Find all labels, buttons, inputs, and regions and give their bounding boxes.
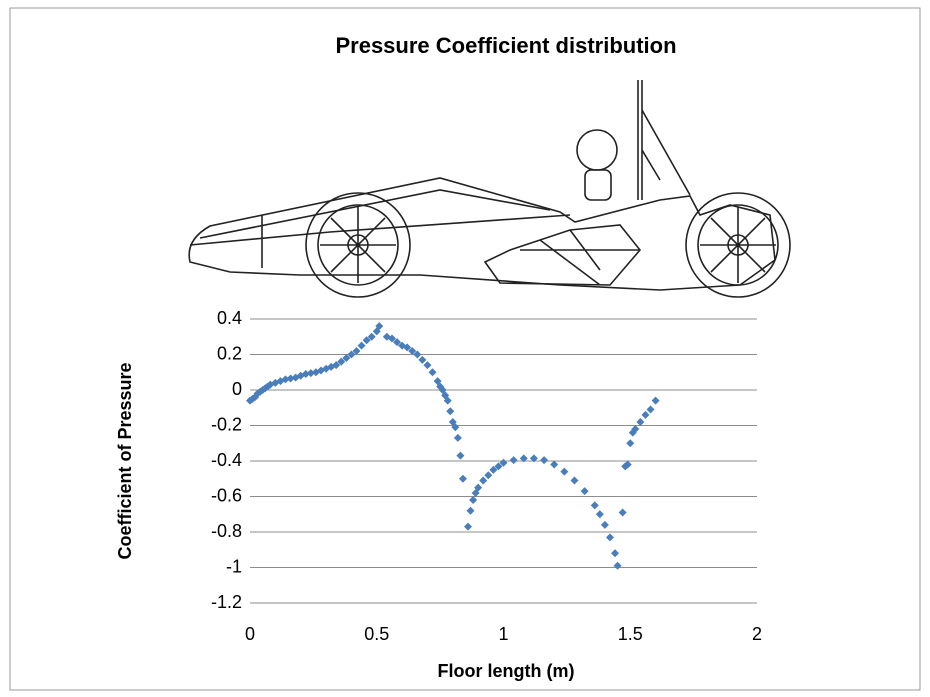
data-point: [550, 460, 559, 469]
data-point: [403, 343, 412, 352]
data-point: [646, 405, 655, 414]
data-point: [529, 454, 538, 463]
data-point: [357, 341, 366, 350]
y-tick-label: -0.4: [211, 450, 242, 470]
data-point: [423, 361, 432, 370]
y-axis-label: Coefficient of Pressure: [115, 362, 135, 559]
data-point: [499, 458, 508, 467]
x-tick-label: 1.5: [618, 624, 643, 644]
data-point: [362, 336, 371, 345]
data-point: [651, 396, 660, 405]
data-point: [590, 501, 599, 510]
data-point: [393, 338, 402, 347]
data-point: [484, 471, 493, 480]
x-tick-label: 1: [498, 624, 508, 644]
y-tick-label: -0.2: [211, 414, 242, 434]
car-illustration: [188, 80, 791, 298]
data-point: [286, 374, 295, 383]
data-point: [451, 423, 460, 432]
data-point: [570, 476, 579, 485]
data-point: [456, 451, 465, 460]
data-point: [623, 460, 632, 469]
data-point: [413, 350, 422, 359]
data-point: [613, 561, 622, 570]
data-point: [519, 454, 528, 463]
data-point: [466, 506, 475, 515]
data-point: [337, 357, 346, 366]
data-point: [641, 410, 650, 419]
data-point: [509, 456, 518, 465]
data-point: [347, 350, 356, 359]
data-point: [464, 522, 473, 531]
data-point: [352, 346, 361, 355]
data-point: [281, 375, 290, 384]
data-point: [611, 549, 620, 558]
data-point: [474, 483, 483, 492]
x-axis-label: Floor length (m): [438, 661, 575, 681]
data-point: [428, 368, 437, 377]
data-point: [342, 354, 351, 363]
y-tick-label: -1.2: [211, 592, 242, 612]
x-tick-label: 0.5: [364, 624, 389, 644]
x-tick-label: 2: [752, 624, 762, 644]
y-tick-label: 0: [232, 379, 242, 399]
data-point: [605, 533, 614, 542]
data-point: [446, 407, 455, 416]
y-tick-label: -0.6: [211, 485, 242, 505]
data-point: [540, 456, 549, 465]
data-point: [458, 474, 467, 483]
data-point: [332, 361, 341, 370]
data-point: [367, 332, 376, 341]
data-point: [494, 462, 503, 471]
data-point: [387, 334, 396, 343]
data-point: [580, 487, 589, 496]
y-tick-label: -1: [226, 556, 242, 576]
data-point: [306, 369, 315, 378]
data-point: [408, 346, 417, 355]
data-point: [600, 520, 609, 529]
chart-frame: [9, 7, 921, 691]
data-point: [560, 467, 569, 476]
y-tick-label: -0.8: [211, 521, 242, 541]
y-tick-label: 0.4: [217, 308, 242, 328]
data-point: [469, 496, 478, 505]
data-point: [301, 370, 310, 379]
data-point: [489, 465, 498, 474]
data-point: [631, 425, 640, 434]
data-point: [636, 417, 645, 426]
chart-title: Pressure Coefficient distribution: [335, 33, 676, 58]
data-point: [626, 439, 635, 448]
data-point: [418, 355, 427, 364]
data-point: [595, 510, 604, 519]
x-tick-label: 0: [245, 624, 255, 644]
data-point: [375, 322, 384, 331]
y-tick-label: 0.2: [217, 343, 242, 363]
data-point: [443, 396, 452, 405]
data-point: [618, 508, 627, 517]
data-point: [479, 476, 488, 485]
data-point: [453, 433, 462, 442]
